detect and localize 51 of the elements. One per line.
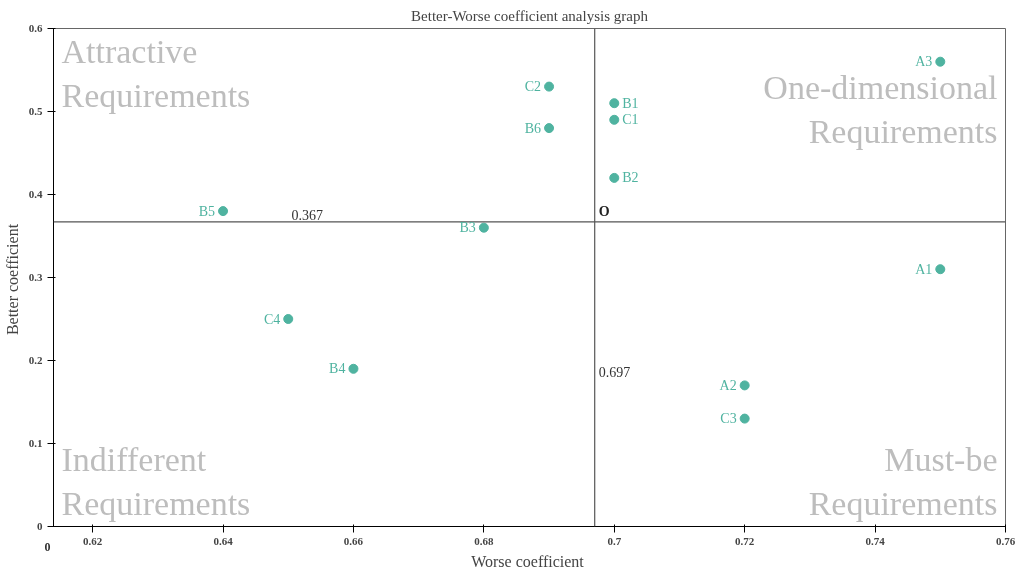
point [739, 380, 750, 391]
y-tick-label: 0.6 [28, 22, 43, 34]
y-tick-label: 0.1 [28, 437, 43, 449]
point [544, 81, 555, 92]
annotation: Attractive Requirements [61, 32, 251, 114]
annotation: C4 [263, 311, 281, 327]
point [609, 98, 620, 109]
annotation: A3 [915, 54, 933, 70]
point [218, 206, 229, 217]
point [739, 413, 750, 424]
x-tick-label: 0.7 [607, 534, 622, 547]
point [348, 363, 359, 374]
y-tick-label: 0 [37, 520, 43, 532]
annotation: O [598, 203, 610, 219]
point [609, 114, 620, 125]
x-axis-title: Worse coefficient [471, 552, 585, 570]
chart-title: Better-Worse coefficient analysis graph [411, 7, 649, 24]
y-axis-title: Better coefficient [3, 223, 21, 336]
x-tick-label: 0.68 [474, 534, 494, 547]
point [935, 264, 946, 275]
ref-line-label: 0.697 [598, 365, 631, 381]
annotation: One-dimensional Requirements [763, 68, 998, 150]
point [544, 123, 555, 134]
point [935, 56, 946, 67]
annotation: C3 [720, 411, 737, 427]
annotation: C1 [622, 112, 639, 128]
annotation: A1 [915, 261, 933, 277]
x-tick-label: 0.74 [865, 534, 886, 547]
annotation: B5 [198, 203, 216, 219]
annotation: B4 [329, 361, 346, 377]
ref-line-label: 0.367 [291, 207, 323, 223]
y-tick-label: 0.5 [28, 105, 43, 117]
point [283, 314, 294, 324]
y-tick-label: 0.4 [28, 188, 43, 200]
annotation: A2 [719, 377, 737, 393]
annotation: C2 [524, 79, 542, 95]
annotation: B6 [524, 120, 542, 136]
annotation: B3 [459, 220, 476, 236]
annotation: B2 [622, 170, 639, 186]
annotation: Must-be Requirements [808, 441, 998, 523]
annotation: B1 [622, 95, 639, 111]
x-tick-label: 0.64 [213, 534, 234, 547]
y-tick-label: 0.3 [28, 271, 43, 283]
annotation: Indifferent Requirements [61, 441, 251, 523]
y-tick-label: 0.2 [28, 354, 43, 366]
x-tick-label: 0.66 [343, 534, 364, 547]
x-tick-label: 0.76 [995, 534, 1016, 547]
point [478, 222, 489, 233]
point [609, 172, 620, 183]
x-tick-label: 0.62 [83, 534, 103, 547]
x-tick-label: 0.72 [735, 534, 755, 547]
